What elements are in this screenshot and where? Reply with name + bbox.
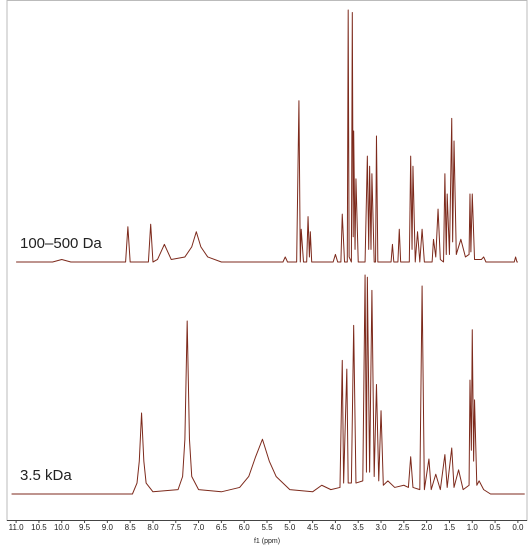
x-tick-label: 11.0 bbox=[9, 523, 25, 532]
x-tick-label: 2.0 bbox=[421, 523, 433, 532]
x-tick-label: 8.0 bbox=[147, 523, 159, 532]
x-tick-label: 9.0 bbox=[102, 523, 114, 532]
x-tick-label: 7.0 bbox=[193, 523, 205, 532]
x-tick-label: 0.0 bbox=[512, 523, 524, 532]
plot-frame bbox=[6, 0, 528, 521]
x-tick-label: 4.5 bbox=[307, 523, 319, 532]
x-tick-label: 3.5 bbox=[353, 523, 365, 532]
x-tick-label: 6.5 bbox=[216, 523, 228, 532]
x-tick-label: 5.0 bbox=[284, 523, 296, 532]
x-tick-label: 0.5 bbox=[490, 523, 502, 532]
x-tick-label: 7.5 bbox=[170, 523, 182, 532]
x-tick-label: 5.5 bbox=[261, 523, 273, 532]
x-tick-label: 4.0 bbox=[330, 523, 342, 532]
x-tick-label: 1.5 bbox=[444, 523, 456, 532]
x-tick-label: 1.0 bbox=[467, 523, 479, 532]
x-tick-label: 2.5 bbox=[398, 523, 410, 532]
x-tick-label: 8.5 bbox=[125, 523, 137, 532]
x-tick-label: 3.0 bbox=[375, 523, 387, 532]
x-tick-label: 6.0 bbox=[239, 523, 251, 532]
series-label: 100–500 Da bbox=[20, 235, 102, 252]
x-tick-label: 9.5 bbox=[79, 523, 91, 532]
x-axis-title: f1 (ppm) bbox=[254, 538, 280, 545]
spectrum-line bbox=[16, 9, 518, 263]
series-label: 3.5 kDa bbox=[20, 467, 72, 484]
x-tick-label: 10.0 bbox=[54, 523, 70, 532]
x-tick-label: 10.5 bbox=[31, 523, 47, 532]
spectrum-line bbox=[11, 274, 525, 495]
